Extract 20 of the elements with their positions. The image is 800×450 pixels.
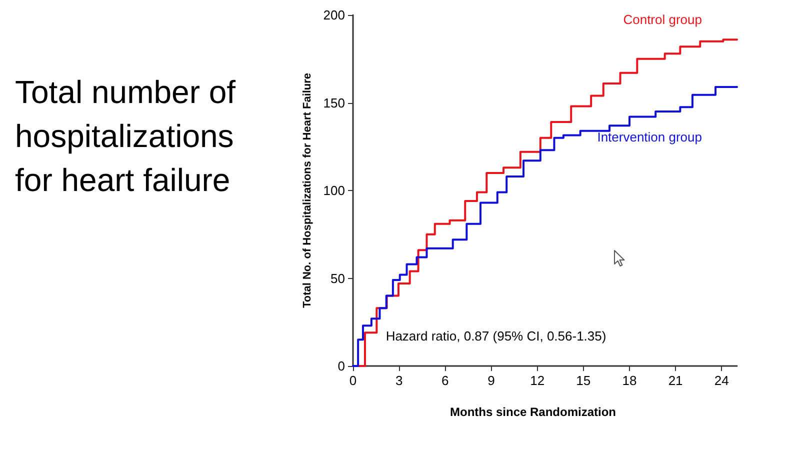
x-tick-label: 21 bbox=[668, 373, 683, 388]
y-tick-label: 50 bbox=[330, 270, 345, 286]
y-tick-label: 0 bbox=[338, 358, 345, 374]
x-tick-label: 9 bbox=[488, 373, 495, 388]
series-label: Control group bbox=[623, 12, 702, 28]
y-tick-label: 200 bbox=[323, 8, 345, 22]
x-tick-label: 12 bbox=[530, 373, 545, 388]
annotation: Hazard ratio, 0.87 (95% CI, 0.56-1.35) bbox=[386, 328, 606, 344]
y-tick-label: 100 bbox=[323, 183, 345, 198]
x-axis-title: Months since Randomization bbox=[450, 405, 616, 419]
x-tick-label: 18 bbox=[622, 373, 637, 388]
y-tick-label: 150 bbox=[323, 95, 345, 110]
x-tick-label: 15 bbox=[576, 373, 591, 388]
text: Total number of hospitalizations for heart failure bbox=[15, 74, 244, 198]
series-label: Intervention group bbox=[597, 129, 702, 144]
y-axis-title: Total No. of Hospitalizations for Heart Failure bbox=[302, 72, 314, 308]
x-tick-label: 0 bbox=[349, 373, 357, 388]
x-tick-label: 6 bbox=[442, 373, 449, 388]
x-tick-label: 24 bbox=[714, 373, 729, 388]
x-tick-label: 3 bbox=[395, 373, 403, 388]
